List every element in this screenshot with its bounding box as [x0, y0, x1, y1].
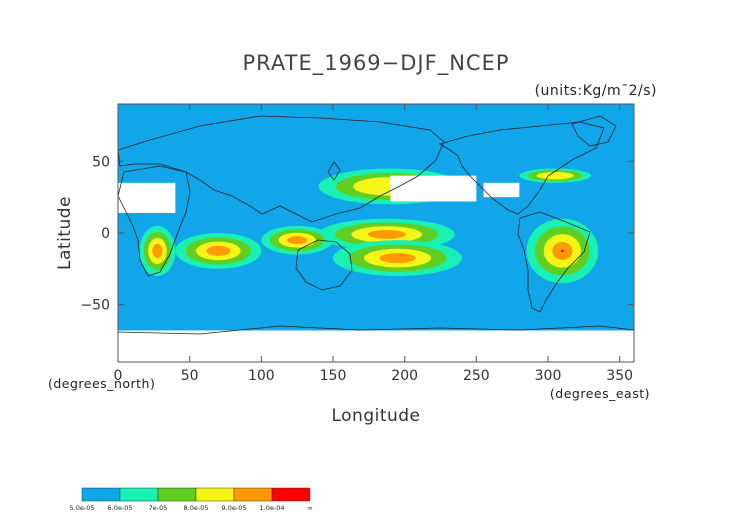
x-tick-label: 100 — [248, 368, 275, 384]
x-unit-label: (degrees_east) — [550, 386, 650, 401]
precip-region-indian-ocean-level-4 — [206, 245, 231, 256]
x-axis-title: Longitude — [331, 406, 420, 426]
x-tick-label: 0 — [114, 368, 123, 384]
colorbar-swatch — [195, 487, 235, 502]
missing-data-patch — [483, 182, 520, 198]
x-tick-label: 200 — [391, 368, 418, 384]
precip-region-north-atlantic-storm-track-level-3 — [536, 171, 574, 180]
colorbar-swatch — [119, 487, 159, 502]
colorbar-swatch — [157, 487, 197, 502]
y-unit-label: (degrees_north) — [48, 376, 155, 391]
x-tick-label: 300 — [535, 368, 562, 384]
precip-region-SPCZ-level-4 — [379, 253, 416, 264]
colorbar-label: 5.0e-05 — [70, 504, 95, 512]
x-tick-label: 50 — [181, 368, 199, 384]
x-tick-label: 250 — [463, 368, 490, 384]
colorbar-label: ∞ — [307, 504, 312, 512]
missing-data-patch — [118, 330, 634, 362]
y-axis-title: Latitude — [55, 196, 75, 270]
colorbar-label: 1.0e-04 — [260, 504, 285, 512]
x-tick-label: 350 — [606, 368, 633, 384]
y-tick-label: −50 — [80, 298, 110, 314]
x-tick-label: 150 — [320, 368, 347, 384]
missing-data-patch — [390, 175, 477, 202]
map-field — [118, 104, 634, 362]
units-label: (units:Kg/m¯2/s) — [535, 83, 657, 99]
precip-region-south-america-level-5 — [560, 249, 564, 253]
colorbar-swatch — [271, 487, 311, 502]
colorbar-label: 7e-05 — [149, 504, 168, 512]
precip-region-south-africa-level-4 — [152, 243, 163, 258]
precip-region-ITCZ-pacific-level-4 — [367, 230, 406, 239]
colorbar-label: 9.0e-05 — [222, 504, 247, 512]
colorbar-label: 8.0e-05 — [184, 504, 209, 512]
colorbar-swatch — [81, 487, 121, 502]
colorbar-label: 6.0e-05 — [108, 504, 133, 512]
coastlines — [118, 115, 634, 335]
y-tick-label: 50 — [92, 154, 110, 170]
axis-ticks: 0 50 100 150 200 250 300 350 50 0 −50 — [80, 104, 634, 384]
y-tick-label: 0 — [101, 226, 110, 242]
missing-data-patch — [118, 182, 176, 213]
colorbar: 5.0e-05 6.0e-05 7e-05 8.0e-05 9.0e-05 1.0e-04… — [70, 487, 313, 512]
precip-region-maritime-continent-level-4 — [287, 236, 308, 245]
chart-title: PRATE_1969−DJF_NCEP — [242, 51, 509, 76]
colorbar-swatch — [233, 487, 273, 502]
